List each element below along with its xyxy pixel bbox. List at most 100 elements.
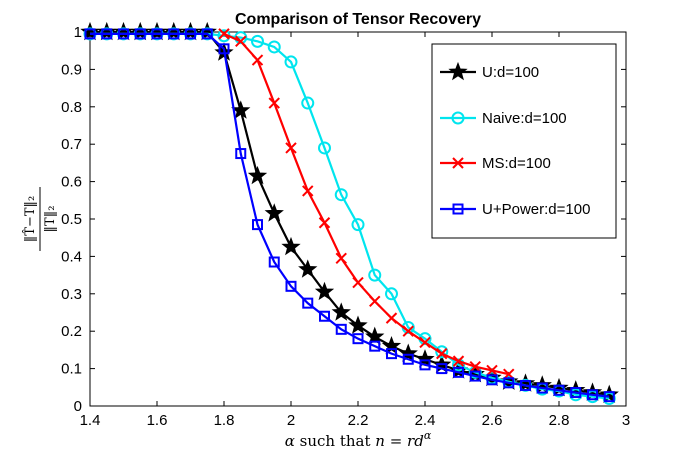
- data-point: [113, 21, 134, 41]
- legend-label: U+Power:d=100: [482, 201, 590, 218]
- y-tick-label: 0.2: [61, 323, 82, 340]
- data-point: [587, 389, 598, 401]
- x-tick-label: 2.6: [482, 412, 503, 429]
- data-point: [368, 268, 382, 282]
- data-point: [419, 336, 431, 349]
- y-tick-label: 0.3: [61, 286, 82, 303]
- data-point: [285, 280, 297, 292]
- legend-label: Naive:d=100: [482, 110, 567, 127]
- data-point: [267, 40, 281, 54]
- x-tick-label: 2: [287, 412, 295, 429]
- data-point: [369, 295, 381, 307]
- x-tick-label: 2.8: [549, 412, 570, 429]
- data-point: [351, 218, 365, 232]
- data-point: [486, 374, 498, 386]
- data-point: [252, 219, 263, 231]
- legend-entry: Naive:d=100: [440, 110, 567, 127]
- x-axis-label-rd: rd: [407, 432, 424, 450]
- data-point: [515, 373, 536, 392]
- x-axis-label-such-that: such that: [295, 432, 375, 450]
- data-point: [385, 312, 398, 324]
- data-point: [402, 353, 414, 365]
- y-tick-label: 0: [74, 398, 82, 415]
- y-axis-label-denominator: ‖T‖₂: [43, 206, 58, 233]
- data-point: [84, 28, 96, 40]
- data-point: [218, 43, 230, 55]
- legend-marker: [448, 61, 468, 81]
- data-point: [402, 325, 414, 337]
- data-point: [536, 382, 548, 394]
- data-point: [247, 165, 268, 185]
- data-point: [118, 28, 129, 40]
- data-point: [398, 343, 418, 362]
- legend-label: U:d=100: [482, 64, 539, 81]
- data-point: [319, 310, 330, 322]
- series-line: [223, 32, 509, 376]
- data-point: [284, 55, 298, 69]
- axis-ticks: 1.4 1.6 1.8 2 2.2 2.4 2.6 2.8 3 0 0.1 0.2 0.3 0.4 0.5 0…: [61, 24, 630, 429]
- data-point: [285, 142, 297, 154]
- data-point: [235, 35, 247, 48]
- data-point: [251, 34, 264, 48]
- data-point: [302, 297, 314, 309]
- data-point: [365, 326, 385, 346]
- data-point: [335, 323, 347, 335]
- series-x: [218, 28, 515, 380]
- data-point: [436, 363, 448, 375]
- data-point: [335, 252, 347, 264]
- data-point: [235, 148, 247, 160]
- x-axis-label-alpha: α: [285, 432, 295, 450]
- data-point: [334, 188, 348, 202]
- data-point: [197, 21, 217, 41]
- data-point: [435, 345, 449, 359]
- data-point: [168, 28, 180, 40]
- y-tick-label: 1: [74, 24, 82, 41]
- data-point: [436, 347, 448, 360]
- x-tick-label: 3: [622, 412, 630, 429]
- legend: U:d=100 Naive:d=100 MS:d=100 U+Power:d=100: [431, 43, 617, 239]
- data-point: [264, 203, 284, 222]
- data-point: [180, 21, 201, 41]
- x-axis-label-alpha-exponent: α: [424, 429, 432, 442]
- data-point: [218, 28, 230, 40]
- data-point: [268, 256, 280, 268]
- data-point: [134, 28, 146, 40]
- data-point: [101, 28, 113, 40]
- data-point: [301, 96, 315, 110]
- data-point: [369, 340, 381, 352]
- data-point: [97, 21, 117, 41]
- data-point: [318, 141, 331, 155]
- data-point: [348, 315, 368, 334]
- data-point: [520, 379, 531, 391]
- y-tick-label: 0.5: [61, 211, 82, 228]
- chart-title: Comparison of Tensor Recovery: [235, 11, 481, 28]
- y-tick-label: 0.1: [61, 361, 82, 378]
- legend-entry: U+Power:d=100: [440, 201, 590, 218]
- data-point: [331, 302, 351, 321]
- y-tick-label: 0.4: [61, 248, 82, 265]
- data-point: [453, 366, 464, 378]
- data-point: [80, 21, 100, 41]
- legend-label: MS:d=100: [482, 155, 551, 172]
- data-point: [251, 54, 264, 66]
- x-axis-label: α such that n = rdα: [285, 429, 432, 450]
- data-point: [486, 364, 498, 377]
- series-layer: [80, 21, 619, 406]
- y-axis-label-numerator: ‖T̂−T‖₂: [22, 196, 38, 242]
- x-tick-label: 2.2: [348, 412, 369, 429]
- data-point: [419, 359, 431, 371]
- x-axis-label-equals: =: [385, 432, 407, 450]
- legend-entry: U:d=100: [440, 61, 539, 81]
- data-point: [415, 349, 435, 368]
- series-line: [90, 32, 610, 398]
- y-tick-label: 0.9: [61, 61, 82, 78]
- y-axis-label: ‖T̂−T‖₂ ‖T‖₂: [22, 187, 58, 251]
- series-square: [84, 28, 615, 403]
- data-point: [314, 281, 335, 301]
- data-point: [147, 21, 167, 41]
- x-axis-label-n: n: [375, 432, 385, 450]
- x-tick-label: 1.6: [147, 412, 168, 429]
- data-point: [469, 370, 481, 382]
- x-tick-label: 1.8: [214, 412, 235, 429]
